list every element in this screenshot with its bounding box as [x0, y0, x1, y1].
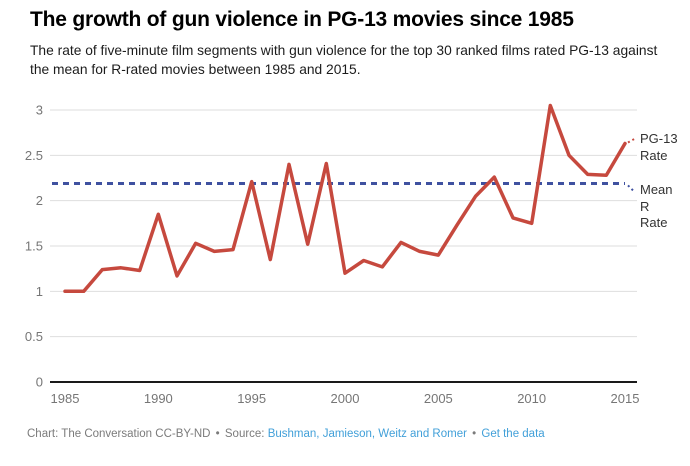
label-connectors [627, 137, 636, 194]
separator-dot: • [472, 428, 477, 440]
x-tick-labels: 1985 1990 1995 2000 2005 2010 2015 [51, 391, 640, 406]
source-link[interactable]: Bushman, Jamieson, Weitz and Romer [267, 428, 467, 440]
attribution-bar: Chart: The Conversation CC-BY-ND • Sourc… [27, 428, 545, 440]
source-label: Source: [224, 428, 265, 440]
pg13-line-path [63, 103, 627, 294]
x-tick-label: 1995 [237, 391, 266, 406]
chart-title: The growth of gun violence in PG-13 movi… [30, 8, 574, 31]
y-tick-labels: 0 0.5 1 1.5 2 2.5 3 [25, 103, 43, 390]
pg13-label-connector [627, 137, 636, 144]
y-tick-label: 0 [36, 375, 43, 390]
series-label-pg13-rate: PG-13 Rate [640, 131, 678, 163]
x-tick-label: 1985 [51, 391, 80, 406]
y-tick-label: 2.5 [25, 148, 43, 163]
separator-dot: • [215, 428, 220, 440]
mean-r-label-connector [627, 184, 636, 194]
y-tick-label: 1 [36, 284, 43, 299]
chart-credit: Chart: The Conversation CC-BY-ND [27, 428, 211, 440]
pg13-rate-line [63, 103, 627, 294]
x-tick-label: 1990 [144, 391, 173, 406]
y-tick-label: 3 [36, 103, 43, 118]
get-the-data-link[interactable]: Get the data [481, 428, 545, 440]
x-tick-label: 2015 [611, 391, 640, 406]
gridlines [50, 109, 637, 383]
chart-subtitle: The rate of five-minute film segments wi… [30, 43, 658, 77]
x-tick-label: 2005 [424, 391, 453, 406]
y-tick-label: 0.5 [25, 329, 43, 344]
x-tick-label: 2000 [331, 391, 360, 406]
x-tick-label: 2010 [517, 391, 546, 406]
y-tick-label: 1.5 [25, 239, 43, 254]
y-tick-label: 2 [36, 193, 43, 208]
series-label-mean-r-rate: Mean R Rate [640, 182, 673, 230]
